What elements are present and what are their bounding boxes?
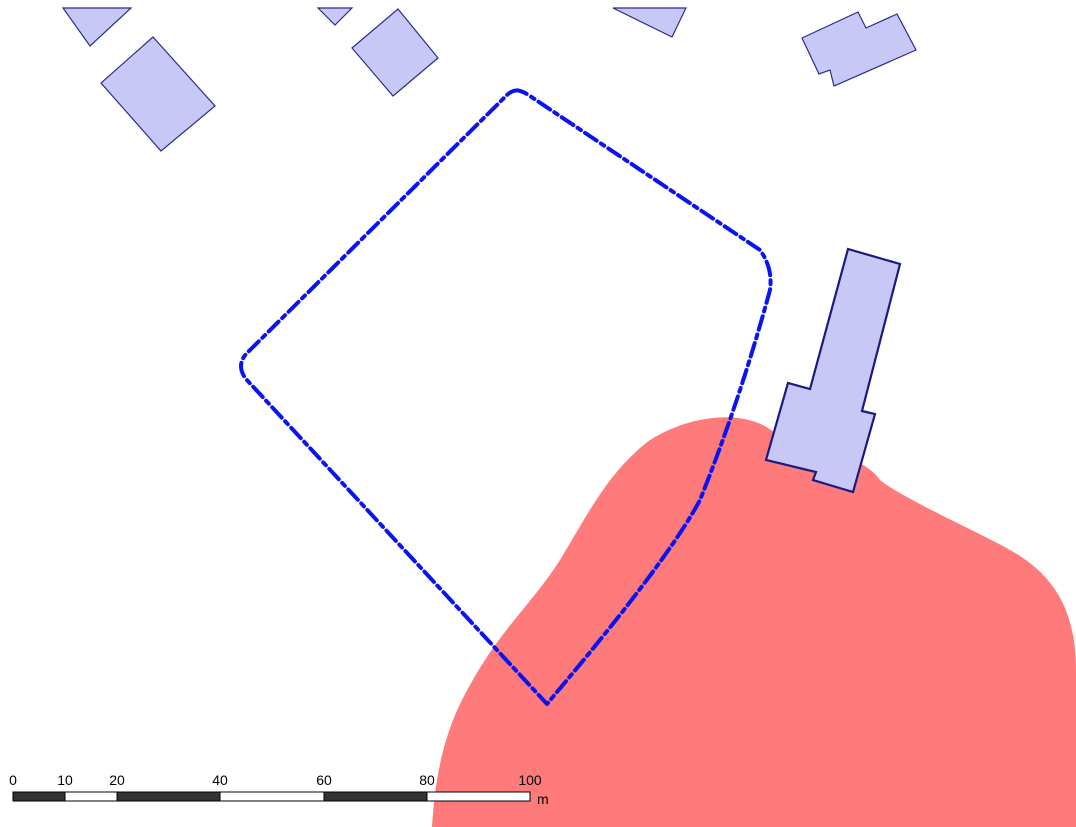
scale-tick-label: 10	[57, 772, 73, 788]
scale-tick-label: 80	[419, 772, 435, 788]
scale-unit-label: m	[537, 791, 549, 807]
scale-bar-segment	[64, 791, 118, 802]
scale-tick-label: 40	[212, 772, 228, 788]
building[interactable]	[100, 36, 216, 152]
scale-bar-segment	[219, 791, 325, 802]
building[interactable]	[61, 7, 133, 47]
site-boundary[interactable]	[239, 88, 773, 706]
scale-bar-segment	[12, 791, 66, 802]
building-highlighted[interactable]	[764, 247, 902, 494]
scale-bar-segment	[426, 791, 531, 802]
building[interactable]	[316, 7, 354, 26]
scale-bar-segment	[116, 791, 221, 802]
building[interactable]	[801, 11, 917, 87]
scale-bar-segment	[323, 791, 428, 802]
building[interactable]	[351, 8, 439, 97]
scale-tick-label: 60	[316, 772, 332, 788]
buildings-layer	[61, 7, 917, 494]
scale-tick-label: 0	[9, 772, 17, 788]
hazard-zone	[432, 417, 1076, 827]
building[interactable]	[612, 7, 687, 38]
scale-bar: 0 10 20 40 60 80 100 m	[9, 772, 549, 807]
scale-tick-label: 100	[518, 772, 542, 788]
scale-tick-label: 20	[109, 772, 125, 788]
